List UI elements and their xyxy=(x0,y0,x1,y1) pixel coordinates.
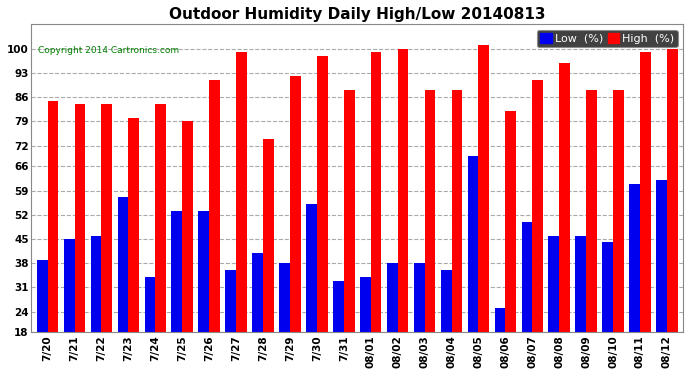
Legend: Low  (%), High  (%): Low (%), High (%) xyxy=(537,30,678,47)
Bar xyxy=(451,90,462,375)
Bar xyxy=(290,76,301,375)
Bar xyxy=(586,90,597,375)
Bar xyxy=(182,122,193,375)
Bar xyxy=(63,239,75,375)
Bar xyxy=(505,111,516,375)
Bar xyxy=(629,184,640,375)
Bar xyxy=(371,52,382,375)
Bar xyxy=(263,139,274,375)
Bar xyxy=(155,104,166,375)
Bar xyxy=(613,90,624,375)
Bar xyxy=(549,236,559,375)
Bar xyxy=(495,308,505,375)
Bar xyxy=(199,211,209,375)
Bar xyxy=(317,56,328,375)
Title: Outdoor Humidity Daily High/Low 20140813: Outdoor Humidity Daily High/Low 20140813 xyxy=(169,7,546,22)
Bar xyxy=(360,277,371,375)
Bar xyxy=(101,104,112,375)
Bar xyxy=(48,100,59,375)
Bar xyxy=(478,45,489,375)
Bar xyxy=(117,198,128,375)
Bar xyxy=(441,270,451,375)
Bar xyxy=(397,49,408,375)
Bar xyxy=(532,80,543,375)
Bar xyxy=(333,280,344,375)
Bar xyxy=(279,263,290,375)
Bar xyxy=(253,253,263,375)
Bar xyxy=(75,104,86,375)
Bar xyxy=(559,63,570,375)
Bar xyxy=(414,263,424,375)
Bar xyxy=(145,277,155,375)
Bar xyxy=(387,263,397,375)
Bar xyxy=(424,90,435,375)
Bar xyxy=(468,156,478,375)
Bar xyxy=(306,204,317,375)
Bar xyxy=(226,270,236,375)
Bar xyxy=(128,118,139,375)
Bar xyxy=(172,211,182,375)
Bar xyxy=(602,243,613,375)
Bar xyxy=(344,90,355,375)
Bar xyxy=(575,236,586,375)
Bar xyxy=(656,180,667,375)
Bar xyxy=(236,52,247,375)
Bar xyxy=(90,236,101,375)
Text: Copyright 2014 Cartronics.com: Copyright 2014 Cartronics.com xyxy=(38,46,179,55)
Bar xyxy=(640,52,651,375)
Bar xyxy=(667,49,678,375)
Bar xyxy=(37,260,48,375)
Bar xyxy=(522,222,532,375)
Bar xyxy=(209,80,220,375)
